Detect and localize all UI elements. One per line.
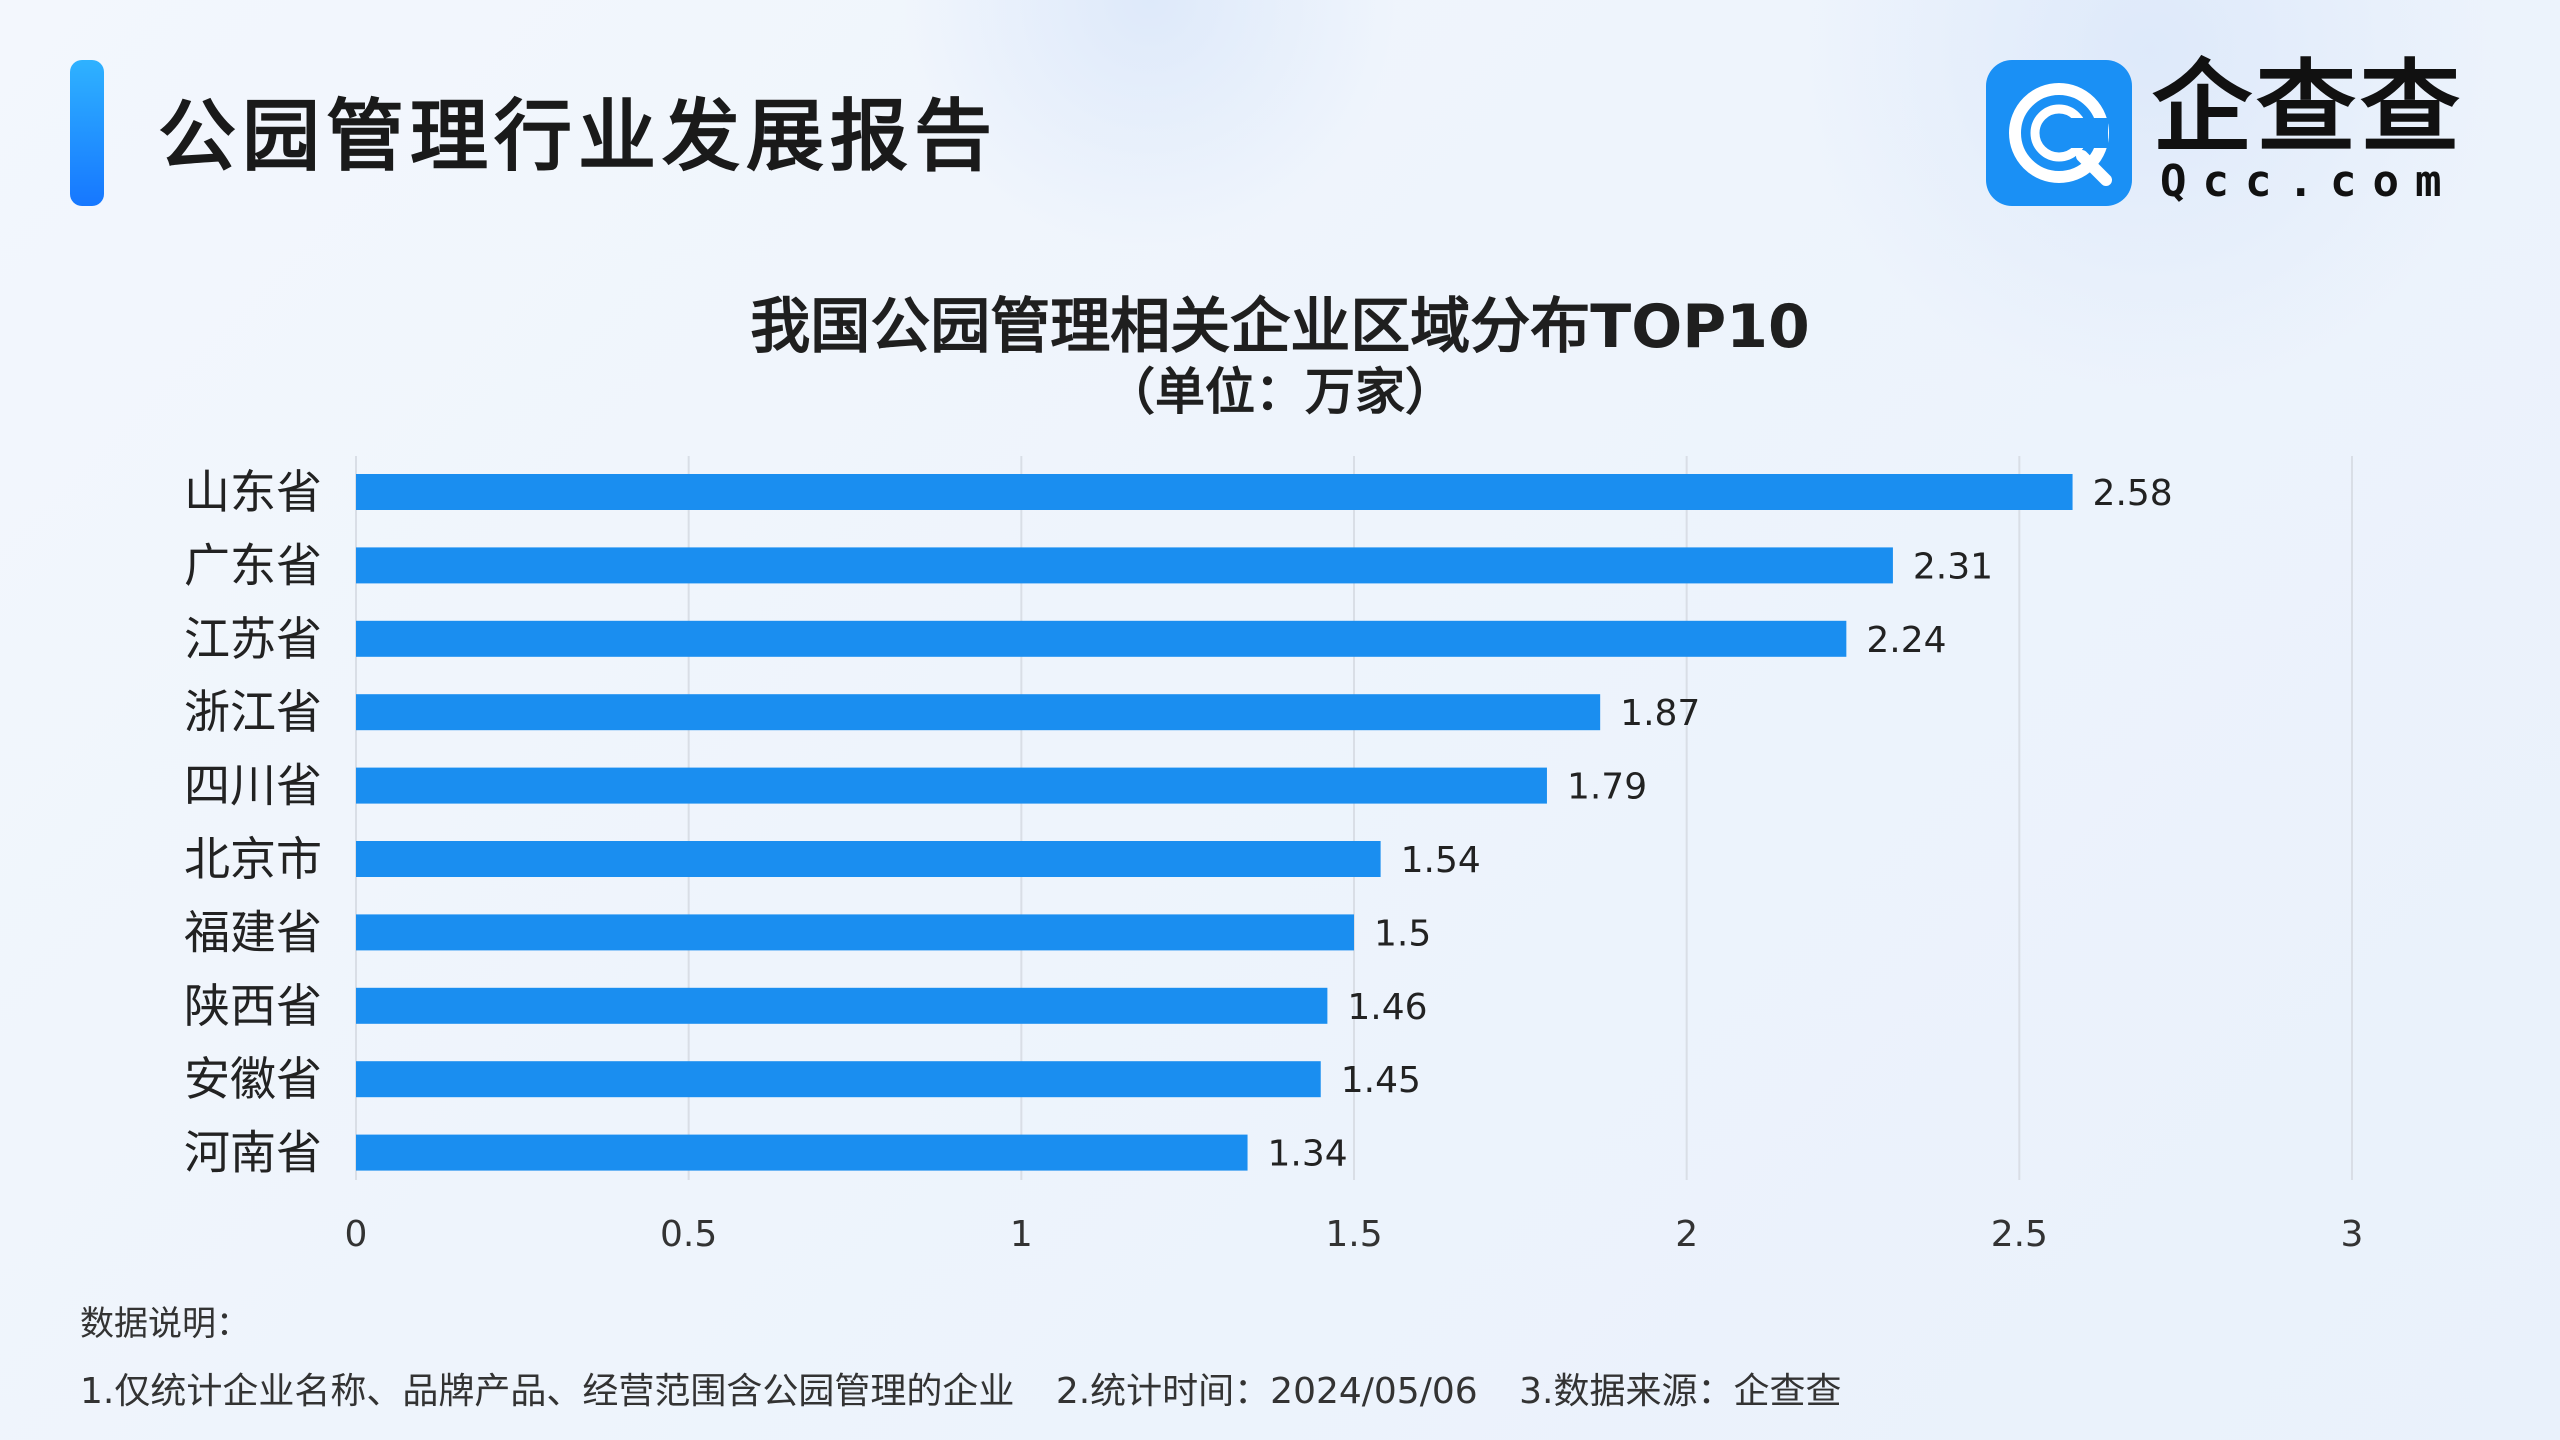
data-label: 1.45 — [1341, 1060, 1421, 1101]
x-tick-label: 2 — [1675, 1214, 1698, 1255]
category-label: 安徽省 — [184, 1052, 322, 1106]
bar — [356, 694, 1601, 731]
data-label: 2.31 — [1913, 546, 1993, 587]
category-label: 北京市 — [184, 832, 322, 886]
data-label: 1.54 — [1401, 840, 1481, 881]
notes-label: 数据说明： — [80, 1304, 250, 1344]
bar — [356, 1061, 1321, 1098]
bar — [356, 1134, 1248, 1171]
data-label: 1.34 — [1268, 1134, 1348, 1175]
category-label: 四川省 — [184, 759, 322, 813]
bar — [356, 987, 1328, 1024]
category-label: 河南省 — [184, 1126, 322, 1180]
chart-title: 我国公园管理相关企业区域分布TOP10 — [750, 292, 1810, 362]
note-item: 1.仅统计企业名称、品牌产品、经营范围含公园管理的企业 — [80, 1371, 1015, 1412]
category-label: 陕西省 — [184, 979, 322, 1033]
category-label: 江苏省 — [184, 612, 322, 666]
note-item: 2.统计时间：2024/05/06 — [1055, 1371, 1478, 1412]
data-label: 2.24 — [1866, 620, 1946, 661]
data-label: 1.79 — [1567, 767, 1647, 808]
category-label: 福建省 — [184, 905, 322, 959]
x-tick-label: 2.5 — [1991, 1214, 2048, 1255]
bar — [356, 841, 1381, 877]
bar-chart: 0 0.5 1 1.5 2 2.5 3 山东省 2.58 广东省 2.31 江苏省 2.24 浙江省 1.8… — [184, 456, 2364, 1255]
bar — [356, 474, 2073, 510]
bar — [356, 767, 1547, 804]
brand-name-cn: 企查查 — [2152, 49, 2464, 166]
data-label: 1.5 — [1374, 913, 1431, 954]
brand-name-en: Qcc.com — [2160, 156, 2458, 207]
category-label: 广东省 — [184, 538, 322, 592]
x-tick-label: 1 — [1010, 1214, 1033, 1255]
x-tick-label: 0 — [345, 1214, 368, 1255]
x-tick-label: 3 — [2341, 1214, 2364, 1255]
data-label: 1.46 — [1347, 987, 1427, 1028]
bar — [356, 547, 1893, 584]
category-label: 浙江省 — [184, 685, 322, 739]
data-label: 2.58 — [2093, 473, 2173, 514]
qcc-logo-icon — [1986, 60, 2132, 206]
header-accent-bar — [70, 60, 104, 206]
data-label: 1.87 — [1620, 693, 1700, 734]
bar — [356, 914, 1354, 951]
x-tick-label: 1.5 — [1325, 1214, 1382, 1255]
page-title: 公园管理行业发展报告 — [158, 92, 999, 182]
notes-line: 1.仅统计企业名称、品牌产品、经营范围含公园管理的企业 2.统计时间：2024/… — [80, 1362, 1871, 1414]
chart-subtitle: （单位：万家） — [1105, 363, 1455, 421]
bar — [356, 620, 1847, 657]
note-item: 3.数据来源：企查查 — [1519, 1371, 1842, 1412]
category-label: 山东省 — [184, 465, 322, 519]
x-tick-label: 0.5 — [660, 1214, 717, 1255]
